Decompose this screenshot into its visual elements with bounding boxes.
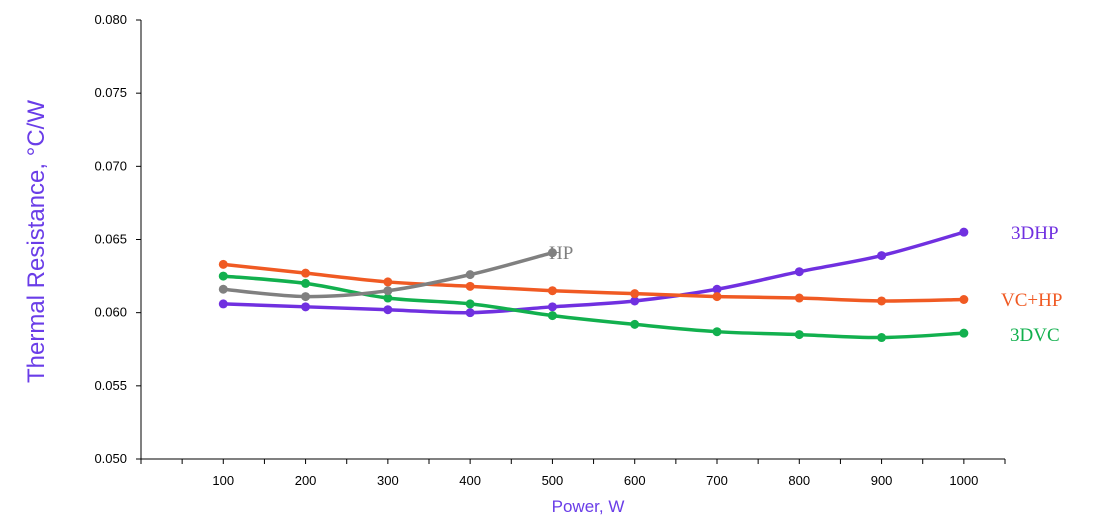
data-point-3dvc bbox=[547, 311, 557, 321]
y-axis-title: Thermal Resistance, °C/W bbox=[23, 100, 50, 383]
data-point-hp bbox=[301, 292, 311, 302]
series-label-3dvc: 3DVC bbox=[1010, 325, 1060, 346]
series-labels: 3DHP VC+HP 3DVC HP bbox=[549, 223, 1062, 346]
y-tick-label: 0.075 bbox=[94, 85, 127, 100]
y-tick-label: 0.080 bbox=[94, 12, 127, 27]
data-point-vc-hp bbox=[630, 289, 640, 299]
data-point-3dvc bbox=[630, 319, 640, 329]
data-point-3dvc bbox=[383, 293, 393, 303]
y-axis: 0.050 0.055 0.060 0.065 0.070 0.075 0.080 bbox=[94, 12, 142, 466]
data-point-vc-hp bbox=[794, 293, 804, 303]
data-point-3dvc bbox=[218, 271, 228, 281]
series-3dhp bbox=[218, 227, 969, 318]
data-point-3dvc bbox=[794, 330, 804, 340]
data-point-vc-hp bbox=[712, 292, 722, 302]
data-point-hp bbox=[465, 270, 475, 280]
x-tick-label: 100 bbox=[212, 473, 234, 488]
y-tick-label: 0.070 bbox=[94, 158, 127, 173]
data-point-vc-hp bbox=[959, 294, 969, 304]
data-point-vc-hp bbox=[383, 277, 393, 287]
data-point-hp bbox=[218, 284, 228, 294]
data-point-3dhp bbox=[218, 299, 228, 309]
data-point-vc-hp bbox=[465, 281, 475, 291]
y-tick-label: 0.060 bbox=[94, 305, 127, 320]
series-hp bbox=[218, 248, 557, 302]
series-label-3dhp: 3DHP bbox=[1011, 223, 1059, 244]
data-point-vc-hp bbox=[301, 268, 311, 278]
x-tick-label: 500 bbox=[542, 473, 564, 488]
data-point-vc-hp bbox=[877, 296, 887, 306]
x-tick-label: 700 bbox=[706, 473, 728, 488]
x-ticks: 100 200 300 400 500 600 700 800 900 1000 bbox=[140, 459, 1006, 488]
data-point-3dhp bbox=[465, 308, 475, 318]
data-point-vc-hp bbox=[547, 286, 557, 296]
data-point-3dvc bbox=[712, 327, 722, 337]
data-point-3dhp bbox=[959, 227, 969, 237]
y-tick-label: 0.055 bbox=[94, 378, 127, 393]
data-point-hp bbox=[383, 286, 393, 296]
data-point-3dhp bbox=[712, 284, 722, 294]
data-point-hp bbox=[547, 248, 557, 258]
series-label-hp: HP bbox=[549, 243, 573, 264]
series-line-vc-hp bbox=[221, 262, 966, 303]
y-ticks: 0.050 0.055 0.060 0.065 0.070 0.075 0.080 bbox=[94, 12, 141, 466]
x-axis-title: Power, W bbox=[552, 497, 625, 516]
data-point-3dvc bbox=[301, 278, 311, 288]
data-point-3dhp bbox=[383, 305, 393, 315]
data-point-3dhp bbox=[547, 302, 557, 312]
x-tick-label: 900 bbox=[871, 473, 893, 488]
data-point-3dhp bbox=[301, 302, 311, 312]
data-point-3dhp bbox=[877, 251, 887, 261]
x-tick-label: 1000 bbox=[949, 473, 978, 488]
series-line-3dvc bbox=[221, 274, 966, 340]
x-tick-label: 600 bbox=[624, 473, 646, 488]
x-tick-label: 800 bbox=[788, 473, 810, 488]
data-point-3dhp bbox=[630, 296, 640, 306]
x-tick-label: 300 bbox=[377, 473, 399, 488]
y-tick-label: 0.050 bbox=[94, 451, 127, 466]
series-label-vc-hp: VC+HP bbox=[1001, 290, 1062, 311]
series-vc-hp bbox=[218, 259, 969, 306]
series-line-3dhp bbox=[221, 230, 966, 315]
data-point-vc-hp bbox=[218, 259, 228, 269]
x-tick-label: 400 bbox=[459, 473, 481, 488]
series-3dvc bbox=[218, 271, 969, 343]
y-tick-label: 0.065 bbox=[94, 232, 127, 247]
data-point-3dvc bbox=[465, 299, 475, 309]
series-layer bbox=[218, 227, 969, 343]
data-point-3dvc bbox=[877, 333, 887, 343]
x-axis: 100 200 300 400 500 600 700 800 900 1000 bbox=[140, 458, 1006, 488]
data-point-3dhp bbox=[794, 267, 804, 277]
data-point-3dvc bbox=[959, 328, 969, 338]
x-tick-label: 200 bbox=[295, 473, 317, 488]
